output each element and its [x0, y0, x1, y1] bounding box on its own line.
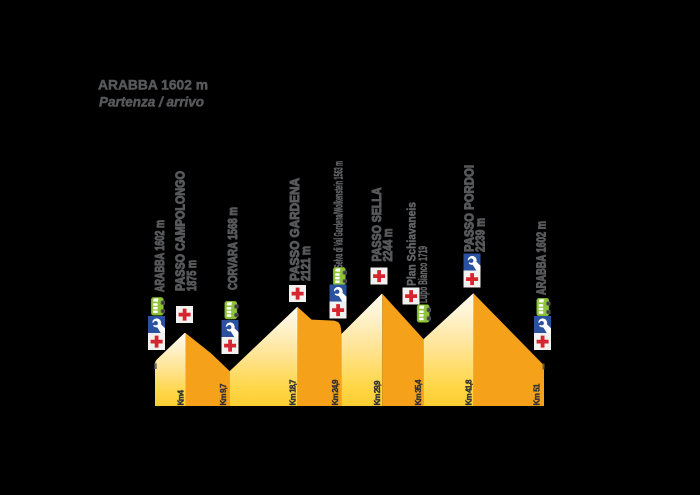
- svg-text:Km 41,8: Km 41,8: [464, 379, 473, 406]
- svg-text:2121 m: 2121 m: [298, 246, 313, 281]
- svg-text:PASSO GARDENA: PASSO GARDENA: [287, 177, 302, 281]
- svg-text:CORVARA 1568 m: CORVARA 1568 m: [225, 207, 240, 290]
- svg-text:Km 9,7: Km 9,7: [219, 383, 228, 406]
- svg-text:ARABBA 1602 m: ARABBA 1602 m: [534, 221, 549, 295]
- svg-text:PASSO SELLA: PASSO SELLA: [369, 187, 384, 261]
- svg-text:Plan Schiavaneis: Plan Schiavaneis: [405, 202, 419, 286]
- svg-text:ARABBA 1602 m: ARABBA 1602 m: [152, 220, 167, 292]
- svg-text:Km 51: Km 51: [533, 383, 542, 406]
- svg-text:2239 m: 2239 m: [472, 218, 487, 252]
- svg-text:PASSO PORDOI: PASSO PORDOI: [461, 165, 476, 252]
- svg-text:Km 4: Km 4: [177, 389, 186, 405]
- svg-text:1875 m: 1875 m: [184, 260, 199, 291]
- svg-text:Km 35,4: Km 35,4: [414, 379, 423, 406]
- svg-text:Km 18,7: Km 18,7: [289, 379, 298, 406]
- svg-text:PASSO CAMPOLONGO: PASSO CAMPOLONGO: [173, 171, 188, 291]
- svg-text:Km 24,9: Km 24,9: [331, 379, 340, 406]
- svg-text:Km 29,9: Km 29,9: [373, 380, 382, 406]
- svg-text:ARABBA 1602 m: ARABBA 1602 m: [98, 77, 208, 93]
- svg-text:Partenza / arrivo: Partenza / arrivo: [99, 94, 204, 110]
- svg-text:Selva di Val Gardena/Wolkenste: Selva di Val Gardena/Wolkenstein 1563 m: [332, 161, 346, 268]
- svg-text:2244 m: 2244 m: [380, 229, 395, 262]
